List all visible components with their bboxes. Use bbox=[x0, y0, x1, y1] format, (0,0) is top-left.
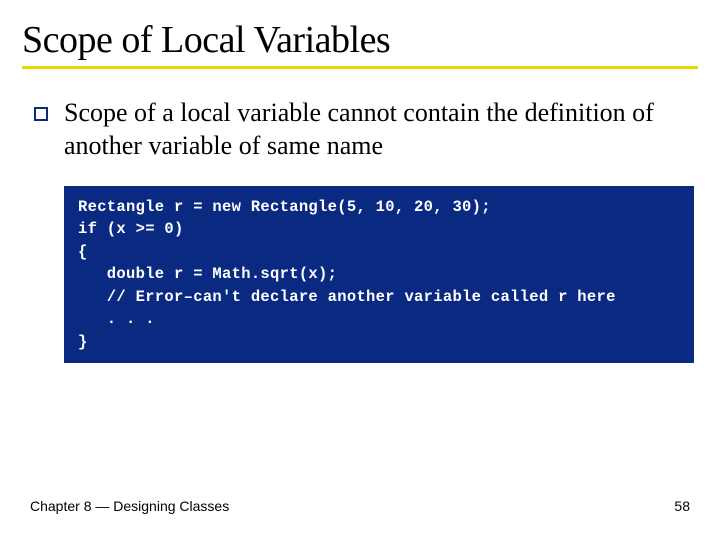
slide: Scope of Local Variables Scope of a loca… bbox=[0, 0, 720, 540]
code-line: // Error–can't declare another variable … bbox=[78, 288, 616, 306]
code-line: Rectangle r = new Rectangle(5, 10, 20, 3… bbox=[78, 198, 491, 216]
bullet-box-icon bbox=[34, 107, 48, 121]
footer-chapter: Chapter 8 — Designing Classes bbox=[30, 498, 229, 514]
code-line: if (x >= 0) bbox=[78, 220, 184, 238]
code-line: double r = Math.sqrt(x); bbox=[78, 265, 337, 283]
code-line: { bbox=[78, 243, 88, 261]
slide-body: Scope of a local variable cannot contain… bbox=[22, 97, 698, 363]
slide-footer: Chapter 8 — Designing Classes 58 bbox=[30, 498, 690, 514]
bullet-item: Scope of a local variable cannot contain… bbox=[34, 97, 698, 162]
slide-title: Scope of Local Variables bbox=[22, 18, 698, 62]
code-line: . . . bbox=[78, 310, 155, 328]
code-line: } bbox=[78, 333, 88, 351]
code-block: Rectangle r = new Rectangle(5, 10, 20, 3… bbox=[64, 186, 694, 363]
footer-page-number: 58 bbox=[674, 498, 690, 514]
bullet-text: Scope of a local variable cannot contain… bbox=[64, 97, 698, 162]
title-underline bbox=[22, 66, 698, 69]
